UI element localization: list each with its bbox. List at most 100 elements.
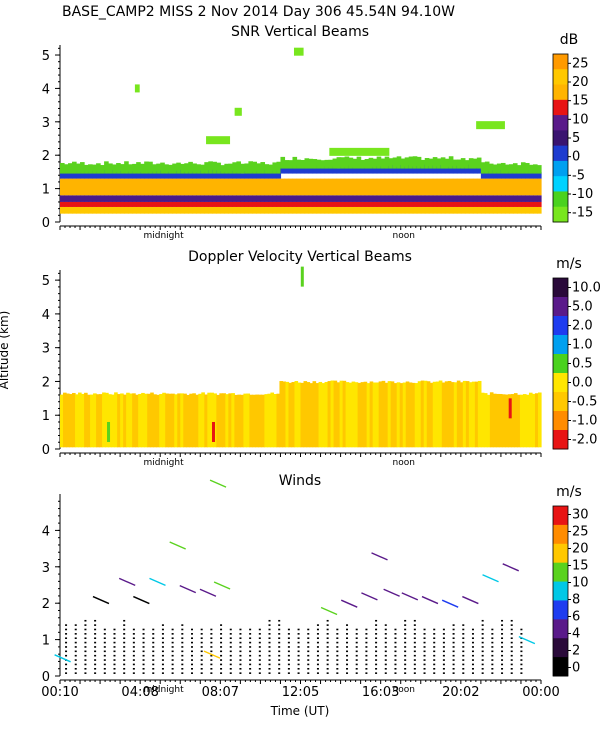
wind-dot xyxy=(142,650,145,653)
doppler-cell xyxy=(399,383,404,448)
snr-cell xyxy=(156,178,161,196)
snr-cell xyxy=(220,195,225,202)
snr-cell xyxy=(228,178,233,196)
snr-cell xyxy=(172,201,177,207)
snr-cell xyxy=(284,178,290,196)
wind-dot xyxy=(510,654,513,657)
wind-dot xyxy=(491,646,494,648)
wind-dot xyxy=(297,659,300,661)
wind-dot xyxy=(346,672,349,674)
snr-cell xyxy=(296,178,302,196)
snr-cell xyxy=(424,157,430,169)
snr-cell xyxy=(188,161,193,174)
snr-cell xyxy=(500,169,506,179)
snr-cell xyxy=(424,178,430,196)
wind-dot xyxy=(452,637,455,640)
wind-dot xyxy=(413,646,416,648)
snr-cell xyxy=(524,171,530,179)
snr-cell xyxy=(416,156,422,169)
wind-dot xyxy=(132,637,135,640)
wind-dot xyxy=(394,663,397,666)
wind-dot xyxy=(113,646,116,648)
wind-dot xyxy=(375,619,378,622)
doppler-cell xyxy=(84,392,88,448)
wind-barb xyxy=(340,599,358,608)
x-time-label: 12:05 xyxy=(282,685,319,700)
snr-cell xyxy=(112,169,117,179)
snr-cell xyxy=(220,171,225,179)
snr-cell xyxy=(260,178,266,196)
doppler-cell xyxy=(486,394,491,448)
snr-cell xyxy=(212,195,217,202)
panel-2: Doppler Velocity Vertical Beams012345mid… xyxy=(42,249,542,468)
wind-dot xyxy=(84,628,87,631)
wind-dot xyxy=(123,633,126,635)
colorbar-swatch xyxy=(553,600,568,620)
snr-cell xyxy=(300,178,306,196)
snr-cell xyxy=(100,206,105,214)
colorbar-label: 2 xyxy=(572,644,580,659)
doppler-cell xyxy=(78,392,82,448)
snr-cell xyxy=(92,170,97,179)
snr-cell xyxy=(340,178,346,196)
snr-cell xyxy=(532,178,538,196)
wind-dot xyxy=(190,641,193,644)
snr-cell xyxy=(140,201,145,207)
wind-dot xyxy=(501,650,504,653)
colorbar-swatch xyxy=(553,115,568,131)
wind-dot xyxy=(142,659,145,661)
colorbar-unit: m/s xyxy=(556,484,582,500)
colorbar-label: -2.0 xyxy=(572,433,597,448)
wind-dot xyxy=(365,637,368,640)
wind-dot xyxy=(355,646,358,648)
wind-dot xyxy=(181,624,184,626)
wind-dot xyxy=(229,654,232,657)
wind-dot xyxy=(103,659,106,661)
doppler-cell xyxy=(159,394,163,448)
snr-cell xyxy=(368,157,374,169)
snr-cell xyxy=(436,178,442,196)
snr-cell xyxy=(88,164,93,174)
snr-cell xyxy=(532,164,538,174)
snr-cell xyxy=(76,171,81,179)
snr-cell xyxy=(444,206,450,214)
snr-cell xyxy=(280,201,286,207)
snr-cell xyxy=(516,172,522,179)
wind-dot xyxy=(181,633,184,635)
snr-cell xyxy=(264,164,270,174)
wind-dot xyxy=(249,628,252,631)
wind-dot xyxy=(520,659,523,661)
snr-cell xyxy=(472,158,478,169)
wind-dot xyxy=(520,654,523,657)
wind-dot xyxy=(152,637,155,640)
snr-cell xyxy=(180,178,185,196)
wind-dot xyxy=(433,667,436,670)
doppler-cell xyxy=(435,381,440,448)
wind-dot xyxy=(375,646,378,648)
snr-cell xyxy=(508,195,514,202)
snr-cell xyxy=(508,164,514,174)
wind-dot xyxy=(365,646,368,648)
wind-dot xyxy=(326,646,329,648)
snr-cell xyxy=(240,178,245,196)
wind-dot xyxy=(326,641,329,644)
wind-dot xyxy=(336,628,339,631)
snr-cell xyxy=(372,201,378,207)
wind-dot xyxy=(384,654,387,657)
snr-cell xyxy=(148,178,153,196)
wind-dot xyxy=(384,628,387,631)
wind-dot xyxy=(258,654,261,657)
doppler-cell xyxy=(303,381,308,448)
colorbar-label: 15 xyxy=(572,559,589,574)
wind-dot xyxy=(297,628,300,631)
snr-cell xyxy=(476,206,482,214)
wind-barb xyxy=(462,595,479,605)
wind-dot xyxy=(123,654,126,657)
wind-dot xyxy=(74,633,77,635)
snr-cell xyxy=(324,206,330,214)
snr-cell xyxy=(196,178,201,196)
snr-cell xyxy=(312,201,318,207)
snr-cell xyxy=(508,201,514,207)
wind-dot xyxy=(452,641,455,644)
snr-cell xyxy=(256,163,262,174)
